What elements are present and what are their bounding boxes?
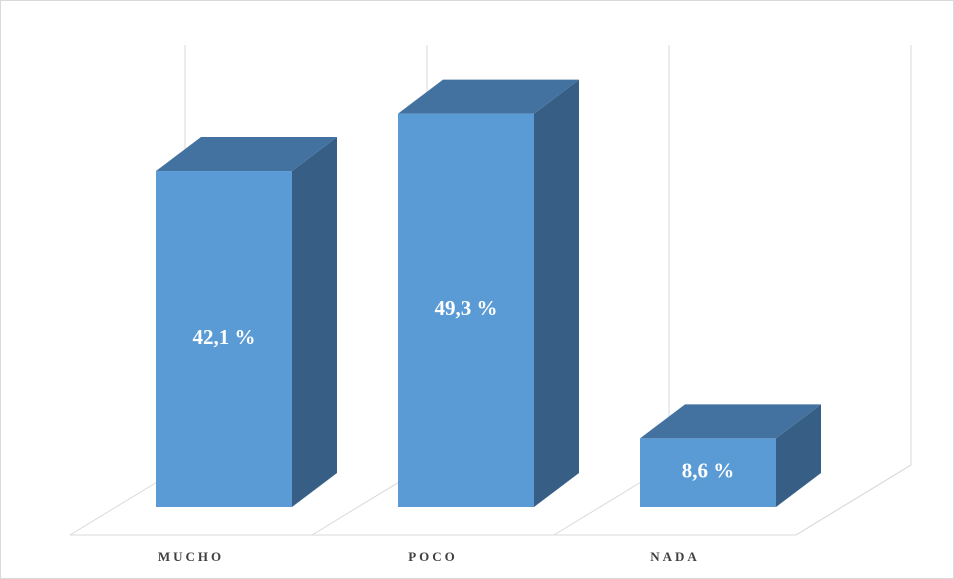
floor-divider <box>795 464 912 536</box>
value-label: 49,3 % <box>435 296 498 320</box>
bar-side <box>776 404 821 507</box>
x-tick-label: POCO <box>408 549 458 564</box>
value-label: 8,6 % <box>682 458 735 482</box>
bar-side <box>292 137 337 508</box>
bar-side <box>534 79 579 507</box>
x-tick-label: NADA <box>650 549 700 564</box>
bar <box>640 438 776 507</box>
bar <box>398 113 534 507</box>
bar-top <box>398 79 579 114</box>
bar-top <box>640 404 821 439</box>
bar-top <box>156 137 337 172</box>
bar <box>156 171 292 508</box>
x-tick-label: MUCHO <box>158 549 224 564</box>
value-label: 42,1 % <box>193 325 256 349</box>
